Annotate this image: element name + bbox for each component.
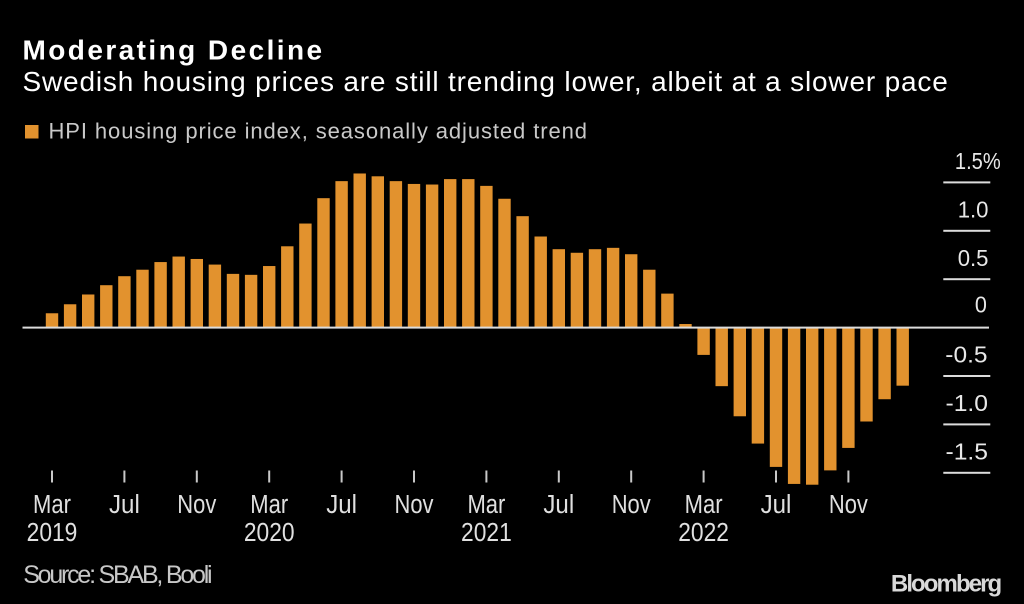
svg-text:-0.5: -0.5 (945, 342, 987, 368)
svg-text:Mar: Mar (33, 491, 71, 519)
svg-text:Swedish housing prices are sti: Swedish housing prices are still trendin… (23, 66, 948, 97)
svg-text:Jul: Jul (543, 491, 574, 519)
svg-text:Source: SBAB, Booli: Source: SBAB, Booli (23, 561, 212, 589)
svg-text:2019: 2019 (27, 519, 78, 547)
svg-text:-1.5: -1.5 (946, 439, 989, 465)
svg-text:Nov: Nov (612, 491, 651, 519)
svg-text:Nov: Nov (177, 491, 216, 519)
svg-text:Mar: Mar (467, 491, 505, 519)
svg-text:Mar: Mar (685, 491, 723, 519)
svg-text:2022: 2022 (678, 519, 729, 547)
svg-text:Nov: Nov (395, 491, 434, 519)
svg-text:Bloomberg: Bloomberg (891, 571, 1002, 598)
svg-text:2020: 2020 (244, 519, 295, 547)
svg-text:1.0: 1.0 (958, 197, 989, 223)
svg-text:2021: 2021 (461, 519, 512, 547)
svg-text:Mar: Mar (250, 491, 288, 519)
svg-text:Nov: Nov (829, 491, 868, 519)
svg-text:-1.0: -1.0 (946, 390, 989, 416)
svg-text:Jul: Jul (326, 491, 357, 519)
svg-text:HPI housing price index, seaso: HPI housing price index, seasonally adju… (49, 119, 588, 144)
svg-text:Jul: Jul (761, 491, 792, 519)
svg-text:0: 0 (975, 292, 987, 318)
svg-text:Moderating Decline: Moderating Decline (23, 34, 323, 65)
svg-text:Jul: Jul (109, 491, 140, 519)
svg-text:0.5: 0.5 (958, 245, 989, 271)
svg-text:1.5%: 1.5% (955, 148, 1001, 174)
